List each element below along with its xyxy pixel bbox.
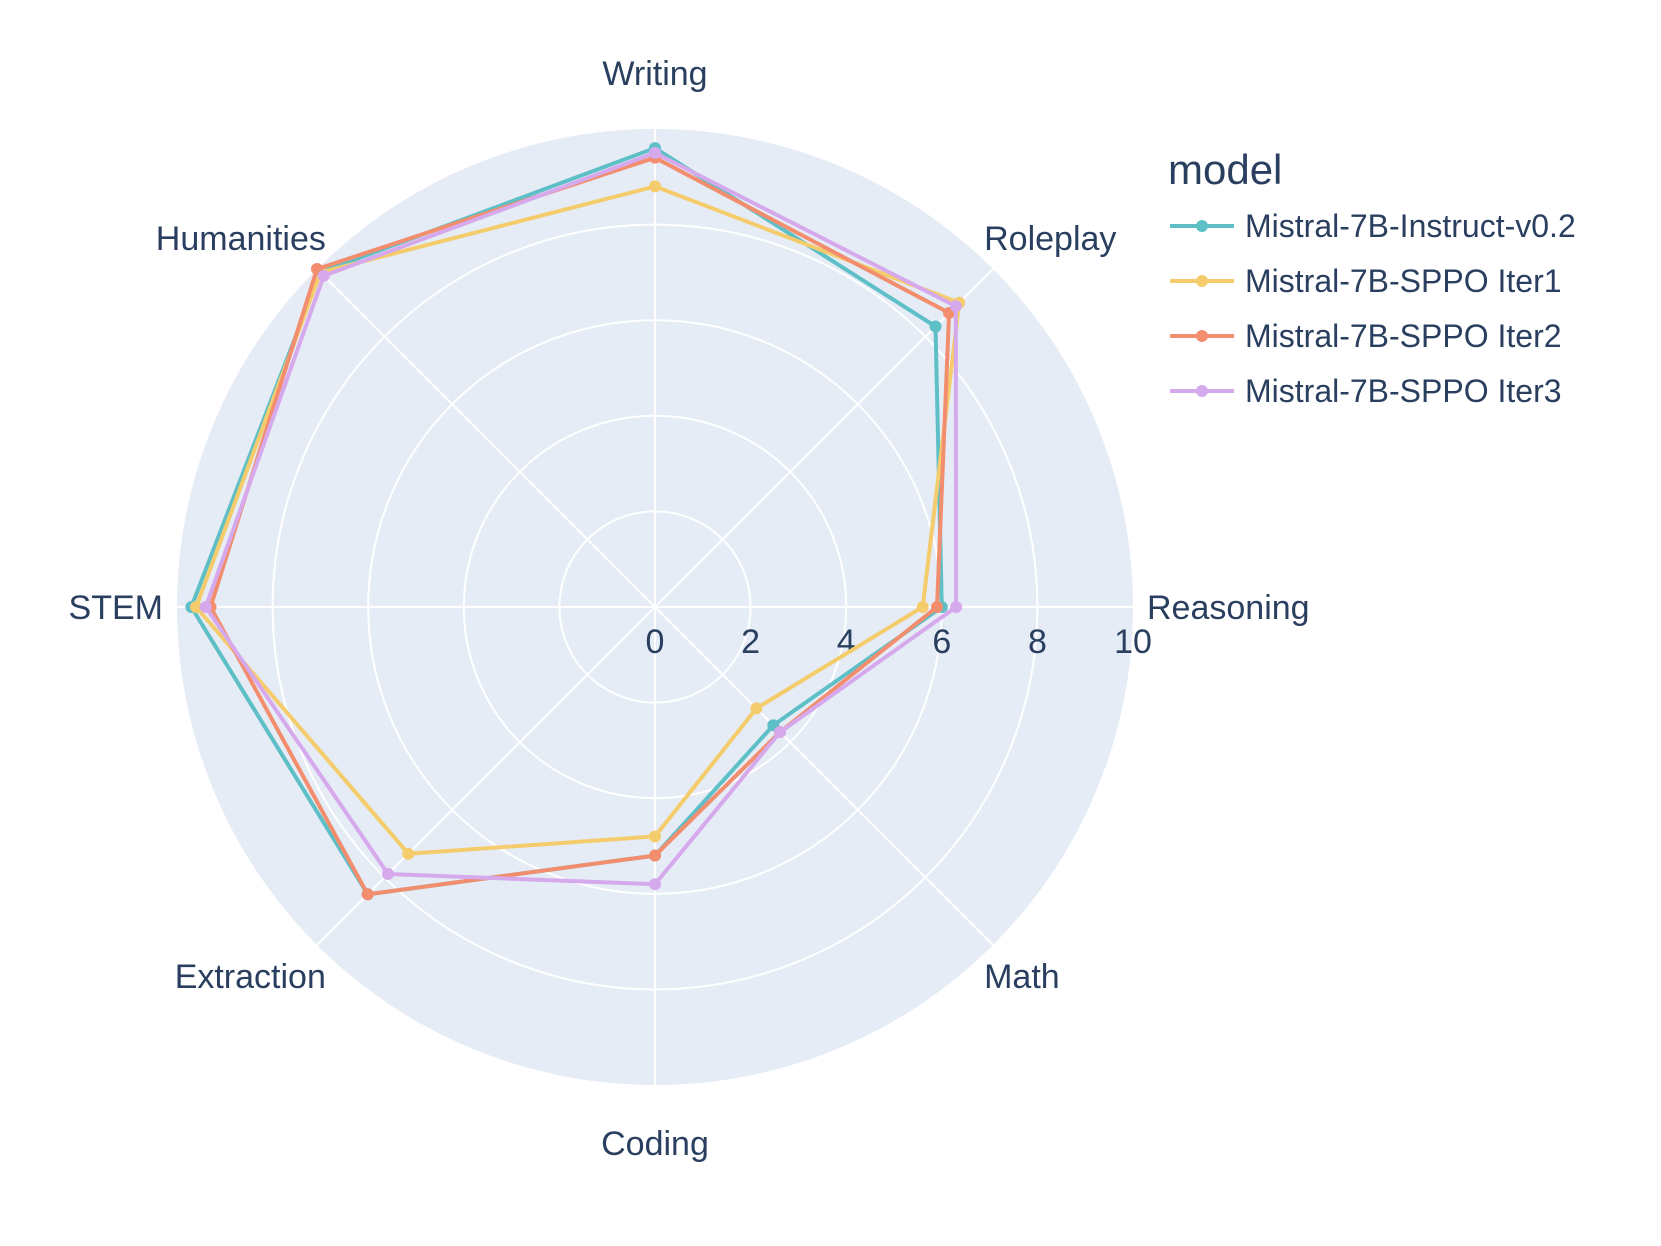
data-point [199, 601, 212, 613]
axis-label-math: Math [984, 958, 1060, 996]
legend-item[interactable]: Mistral-7B-SPPO Iter3 [1170, 373, 1562, 409]
axis-label-extraction: Extraction [175, 958, 326, 996]
axis-label-coding: Coding [601, 1125, 709, 1163]
radial-tick-label: 10 [1114, 623, 1152, 661]
data-point [929, 320, 942, 333]
legend-swatch-marker [1196, 275, 1208, 287]
legend-label: Mistral-7B-SPPO Iter2 [1245, 318, 1562, 354]
data-point [949, 300, 962, 313]
radial-tick-label: 2 [741, 623, 760, 661]
data-point [649, 849, 661, 862]
legend-title: model [1168, 146, 1282, 193]
grid-spoke [316, 268, 656, 608]
grid-spoke [316, 606, 656, 946]
data-point [649, 878, 661, 891]
radial-tick-label: 6 [932, 623, 951, 661]
data-point [649, 180, 661, 193]
data-point [381, 868, 394, 881]
data-point [317, 269, 330, 282]
series-4 [199, 146, 963, 891]
axis-label-humanities: Humanities [156, 220, 326, 258]
legend-label: Mistral-7B-SPPO Iter3 [1245, 373, 1562, 409]
grid-layer [177, 129, 1133, 1085]
grid-spoke [654, 606, 994, 946]
radial-tick-labels: 0 2 4 6 8 10 [646, 623, 1152, 661]
data-point [361, 888, 374, 901]
legend-item[interactable]: Mistral-7B-SPPO Iter2 [1170, 318, 1562, 354]
series-layer [185, 142, 966, 901]
data-point [649, 830, 661, 843]
legend-item[interactable]: Mistral-7B-Instruct-v0.2 [1170, 208, 1576, 244]
radial-tick-label: 8 [1028, 623, 1047, 661]
legend-swatch-marker [1196, 385, 1208, 397]
radial-tick-label: 0 [646, 623, 665, 661]
data-point [931, 601, 944, 613]
data-point [649, 146, 661, 159]
axis-label-writing: Writing [602, 55, 707, 93]
legend-swatch-marker [1196, 220, 1208, 232]
data-point [916, 601, 929, 613]
axis-label-roleplay: Roleplay [984, 220, 1116, 258]
legend-item[interactable]: Mistral-7B-SPPO Iter1 [1170, 263, 1562, 299]
axis-label-stem: STEM [69, 589, 163, 627]
axis-label-reasoning: Reasoning [1147, 589, 1310, 627]
series-3 [204, 151, 956, 901]
legend: model Mistral-7B-Instruct-v0.2 Mistral-7B… [1168, 146, 1576, 409]
data-point [750, 702, 763, 715]
data-point [774, 726, 787, 739]
legend-label: Mistral-7B-Instruct-v0.2 [1245, 208, 1576, 244]
data-point [402, 847, 415, 860]
data-point [950, 601, 963, 613]
legend-label: Mistral-7B-SPPO Iter1 [1245, 263, 1562, 299]
legend-swatch-marker [1196, 330, 1208, 342]
category-axis-labels: Writing Roleplay Reasoning Math Coding Extrac… [69, 55, 1310, 1163]
data-point [190, 601, 203, 613]
